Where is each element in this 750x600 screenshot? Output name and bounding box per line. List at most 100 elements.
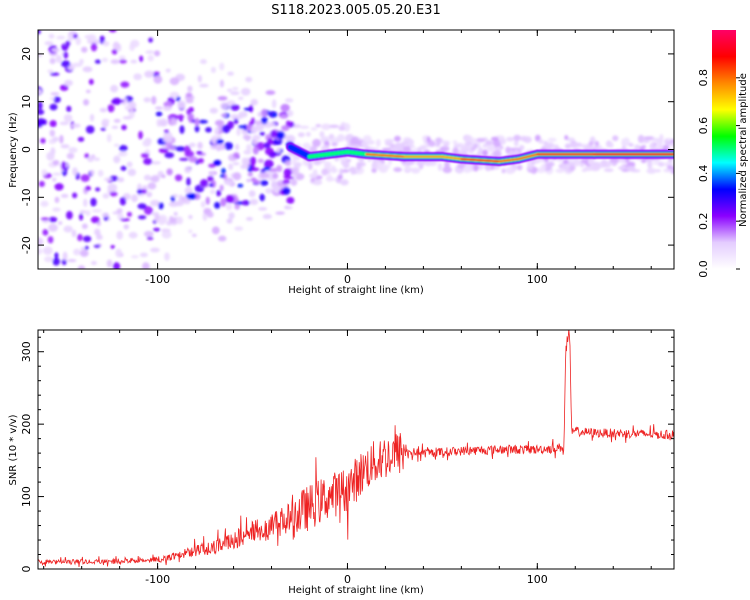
spectrogram-cell [151,95,157,105]
spectrogram-cell [52,257,61,266]
spectrogram-cell [634,144,641,151]
spectrogram-cell [219,184,224,192]
spectrogram-cell [241,200,250,206]
spectrogram-cell [153,227,161,232]
spectrogram-cell [439,146,450,152]
spectrogram-cell [292,156,297,166]
spectrogram-cell [581,168,587,172]
spectrogram-cell [110,59,120,65]
spectrogram-cell [218,143,226,151]
spectrogram-cell [564,143,572,149]
spectrogram-cell [166,146,176,150]
spectrogram-cell [38,118,46,126]
spectrogram-cell [85,185,92,191]
spectrogram-cell [331,165,336,174]
spectrogram-cell [240,164,250,170]
spectrogram-y-tick-label: 20 [20,47,33,61]
spectrogram-cell [276,147,281,153]
spectrogram-cell [609,157,620,163]
spectrogram-cell [214,119,225,127]
spectrogram-cell [267,122,276,127]
spectrogram-cell [66,210,73,220]
spectrogram-cell [234,115,243,120]
spectrogram-cell [315,124,321,128]
spectrogram-cell [252,146,259,155]
spectrogram-cell [238,96,244,100]
spectrogram-cell [142,262,150,269]
spectrogram-cell [185,92,193,98]
spectrogram-cell [223,179,233,186]
spectrogram-cell [146,191,153,198]
ridge-segment [326,149,350,157]
spectrogram-cell [188,156,198,163]
spectrogram-cell [217,96,228,101]
spectrogram-cell [72,167,78,176]
spectrogram-cell [49,129,56,137]
spectrogram-cell [54,252,59,259]
spectrogram-cell [67,259,77,263]
spectrogram-cell [308,162,313,171]
spectrogram-cell [54,196,60,203]
spectrogram-cell [667,165,673,170]
spectrogram-cell [169,91,180,98]
spectrogram-cell [38,30,41,35]
spectrogram-cell [249,156,257,166]
spectrogram-cell [97,169,104,177]
snr-x-tick-label: 100 [527,573,548,586]
spectrogram-cell [250,177,257,183]
spectrogram-cell [262,214,272,220]
spectrogram-cell [38,237,44,247]
spectrogram-cell [91,209,102,213]
ridge-segment [345,149,369,157]
ridge-segment [460,157,501,163]
spectrogram-cell [208,183,214,188]
spectrogram-cell [63,225,73,233]
colorbar-ticks: 0.0 0.2 0.4 0.6 0.8 [697,69,740,278]
spectrogram-cell [51,177,57,182]
spectrogram-y-label: Frequency (Hz) [8,112,19,188]
spectrogram-cell [59,134,64,144]
spectrogram-cell [590,165,601,172]
spectrogram-cell [337,174,343,180]
spectrogram-cell [60,144,70,149]
spectrogram-cell [275,131,285,140]
chart-title: S118.2023.005.05.20.E31 [271,3,440,18]
spectrogram-cell [657,144,664,150]
spectrogram-cell [55,54,62,63]
spectrogram-cell [136,189,143,195]
spectrogram-cell [95,187,101,192]
spectrogram-cell [247,172,253,177]
spectrogram-cell [163,136,173,143]
spectrogram-cell [40,137,46,144]
spectrogram-cell [146,236,154,240]
spectrogram-cell [143,230,154,238]
spectrogram-cell [113,155,121,164]
spectrogram-cell [312,138,322,148]
spectrogram-cell [476,151,481,157]
spectrogram-cell [371,161,378,170]
spectrogram-cell [499,138,507,145]
spectrogram-cell [280,103,290,112]
spectrogram-cell [486,144,496,152]
spectrogram-cell [654,169,661,173]
spectrogram-cell [42,229,49,236]
spectrogram-cell [128,109,135,119]
spectrogram-cell [184,186,193,195]
spectrogram-cell [49,103,58,111]
spectrogram-cell [200,59,207,65]
spectrogram-cell [184,145,191,155]
spectrogram-cell [506,136,515,142]
spectrogram-cell [230,91,240,96]
spectrogram-cell [49,120,57,128]
spectrogram-cell [519,144,525,151]
spectrogram-cell [78,213,84,221]
spectrogram-cell [84,153,90,159]
spectrogram-cell [79,249,89,257]
spectrogram-cell [350,166,356,175]
spectrogram-cell [580,158,588,164]
spectrogram-cell [650,138,661,142]
spectrogram-cell [99,107,107,113]
spectrogram-noise [38,30,674,269]
spectrogram-cell [163,101,172,107]
spectrogram-cell [220,197,227,207]
